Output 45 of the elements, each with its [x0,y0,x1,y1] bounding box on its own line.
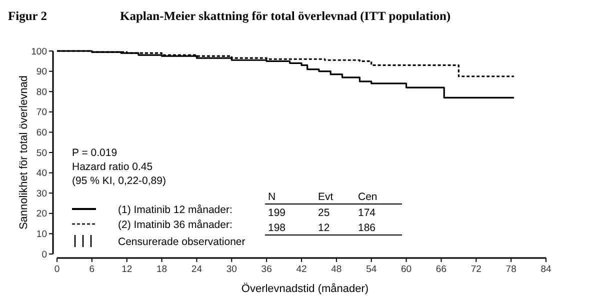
annotation: Evt [318,191,334,203]
x-tick-label: 48 [331,264,342,275]
x-tick-label: 24 [191,264,202,275]
annotation: 186 [358,222,376,234]
annotation: 198 [268,222,286,234]
annotation: P = 0.019 [72,147,118,159]
y-tick-label: 30 [36,188,47,200]
y-tick-label: 0 [42,249,47,260]
x-tick-label: 6 [89,264,95,275]
y-tick-label: 50 [36,148,47,159]
x-tick-label: 0 [54,264,60,275]
x-tick-label: 60 [400,264,412,275]
annotation: Censurerade observationer [118,236,246,248]
x-tick-label: 36 [261,264,272,275]
y-tick-label: 80 [36,86,47,98]
annotation: N [268,191,276,203]
text: Figur 2 [8,9,48,23]
annotation: 25 [318,207,330,219]
y-tick-label: 70 [36,107,47,118]
x-tick-label: 72 [470,264,482,275]
x-tick-label: 78 [506,264,516,275]
annotation: (95 % KI, 0,22-0,89) [72,175,166,187]
x-tick-label: 18 [156,264,168,275]
x-tick-label: 84 [540,264,552,275]
y-tick-label: 20 [36,208,47,220]
x-tick-label: 54 [366,264,377,275]
legend-label: (1) Imatinib 12 månader: [118,204,232,216]
legend-label: (2) Imatinib 36 månader: [118,219,232,231]
y-tick-label: 60 [36,128,47,139]
annotation: 174 [358,207,376,219]
y-tick-label: 100 [31,46,47,58]
x-tick-label: 30 [226,264,237,275]
annotation: 12 [318,222,330,234]
x-tick-label: 12 [122,264,132,275]
chart-title: Kaplan-Meier skattning för total överlevnad (ITT population) [120,9,451,23]
x-axis-title: Överlevnadstid (månader) [241,282,369,295]
y-tick-label: 90 [36,66,47,78]
annotation: Hazard ratio 0.45 [72,161,153,173]
y-tick-label: 10 [36,229,47,240]
annotation: 199 [268,207,286,219]
x-tick-label: 66 [436,264,447,275]
y-tick-label: 40 [36,168,47,180]
annotation: Cen [358,191,378,203]
x-tick-label: 42 [296,264,307,275]
y-axis-title: Sannolikhet för total överlevnad [18,75,30,230]
